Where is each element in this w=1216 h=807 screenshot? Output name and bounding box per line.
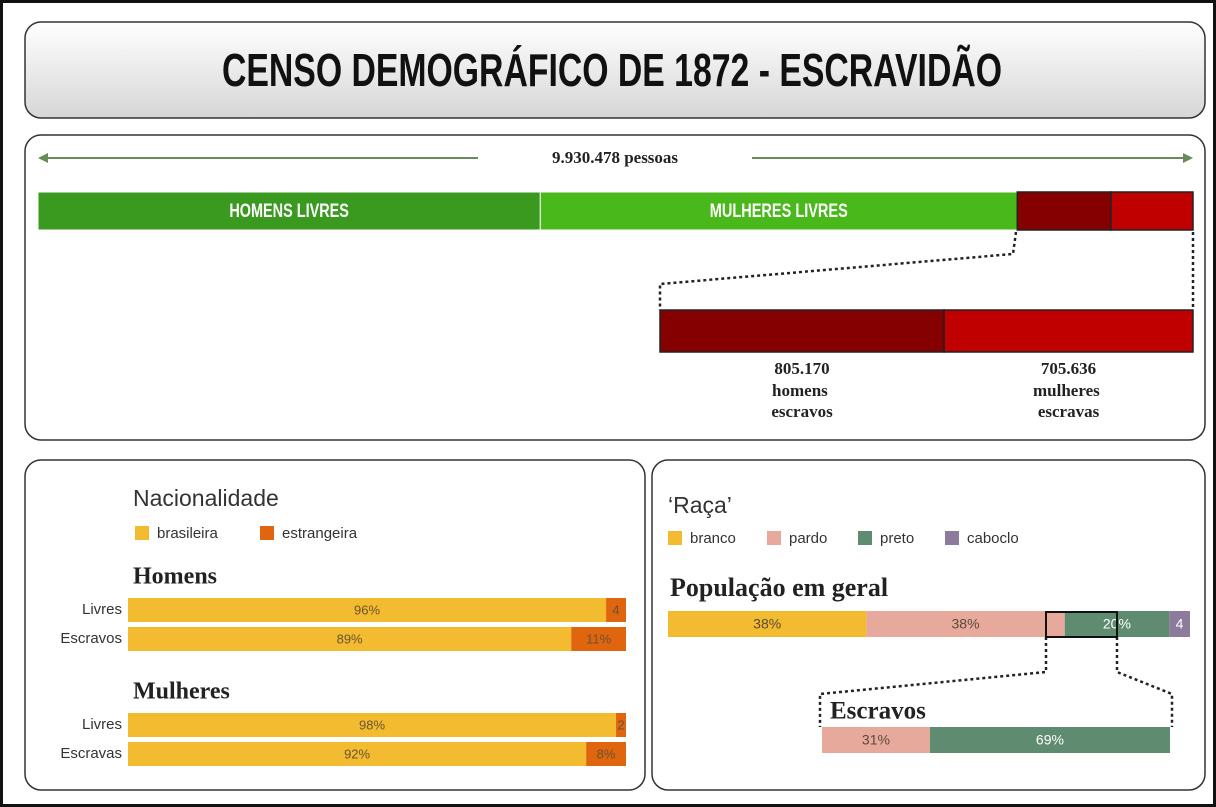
marks: HOMENS LIVRES MULHERES LIVRES 805.170 homen… — [37, 191, 1194, 766]
segment-label: HOMENS LIVRES — [229, 201, 349, 222]
value-label: 8% — [597, 746, 616, 761]
legend-label: pardo — [789, 530, 827, 547]
panel — [24, 134, 1206, 441]
value-label: 38% — [753, 616, 781, 632]
category-label: Escravas — [60, 745, 122, 762]
segment-label: MULHERES LIVRES — [710, 201, 848, 222]
bar-segment — [929, 727, 1170, 753]
bar-segment — [128, 627, 572, 651]
value-label: 805.170 — [774, 359, 829, 378]
bar-segment — [668, 611, 867, 637]
value-label: 38% — [952, 616, 980, 632]
zoom-box — [1045, 611, 1118, 638]
bar-segment — [586, 742, 626, 766]
legend-label: branco — [690, 530, 736, 547]
zoom-lines — [658, 231, 1195, 310]
legend-swatch — [858, 531, 872, 545]
zoom-segment — [943, 309, 1194, 353]
zoom-lines — [818, 637, 1174, 727]
legend-swatch — [260, 526, 274, 540]
bar-segment — [1169, 611, 1190, 637]
group-label: Mulheres — [133, 679, 230, 705]
value-label: 4 — [612, 602, 619, 617]
title: CENSO DEMOGRÁFICO DE 1872 - ESCRAVIDÃO — [222, 44, 1002, 96]
category-label: Livres — [82, 716, 122, 733]
bar-segment — [616, 713, 626, 737]
value-label: 69% — [1036, 732, 1064, 748]
panel — [24, 459, 646, 791]
legend-title: Nacionalidade — [133, 485, 279, 511]
legend-swatch — [135, 526, 149, 540]
value-label: 4 — [1176, 616, 1184, 632]
legend-label: brasileira — [157, 525, 219, 542]
bar-segment — [822, 727, 930, 753]
arrow-head — [38, 153, 48, 163]
legend-label: caboclo — [967, 530, 1019, 547]
arrow-head — [1183, 153, 1193, 163]
bar-segment — [128, 713, 617, 737]
category-label: Escravos — [60, 630, 122, 647]
bar-segment — [866, 611, 1065, 637]
bar-segment — [1110, 191, 1194, 231]
total-label: 9.930.478 pessoas — [552, 148, 678, 167]
category-label: Livres — [82, 601, 122, 618]
legend-swatch — [945, 531, 959, 545]
series-name: mulheres escravas — [1033, 381, 1104, 421]
bar-segment — [571, 627, 626, 651]
value-label: 89% — [337, 631, 363, 646]
value-label: 705.636 — [1041, 359, 1096, 378]
bar-segment — [1016, 191, 1112, 231]
legend-title: ‘Raça’ — [668, 492, 732, 518]
legend-swatch — [767, 531, 781, 545]
value-label: 92% — [344, 746, 370, 761]
value-label: 2 — [617, 717, 624, 732]
value-label: 98% — [359, 717, 385, 732]
legend-swatch — [668, 531, 682, 545]
bar-segment — [37, 191, 541, 231]
value-label: 31% — [862, 732, 890, 748]
value-label: 96% — [354, 602, 380, 617]
title-box — [24, 21, 1206, 119]
series-name: homens escravos — [771, 381, 833, 421]
bar-segment — [128, 742, 587, 766]
group-label: Homens — [133, 564, 217, 590]
bar-segment — [539, 191, 1018, 231]
bar-segment — [606, 598, 626, 622]
legend-label: estrangeira — [282, 525, 358, 542]
category-label: Escravos — [830, 698, 926, 725]
legend-label: preto — [880, 530, 914, 547]
zoom-segment — [659, 309, 945, 353]
bar-segment — [128, 598, 607, 622]
value-label: 11% — [586, 631, 611, 646]
category-label: População em geral — [670, 573, 888, 602]
